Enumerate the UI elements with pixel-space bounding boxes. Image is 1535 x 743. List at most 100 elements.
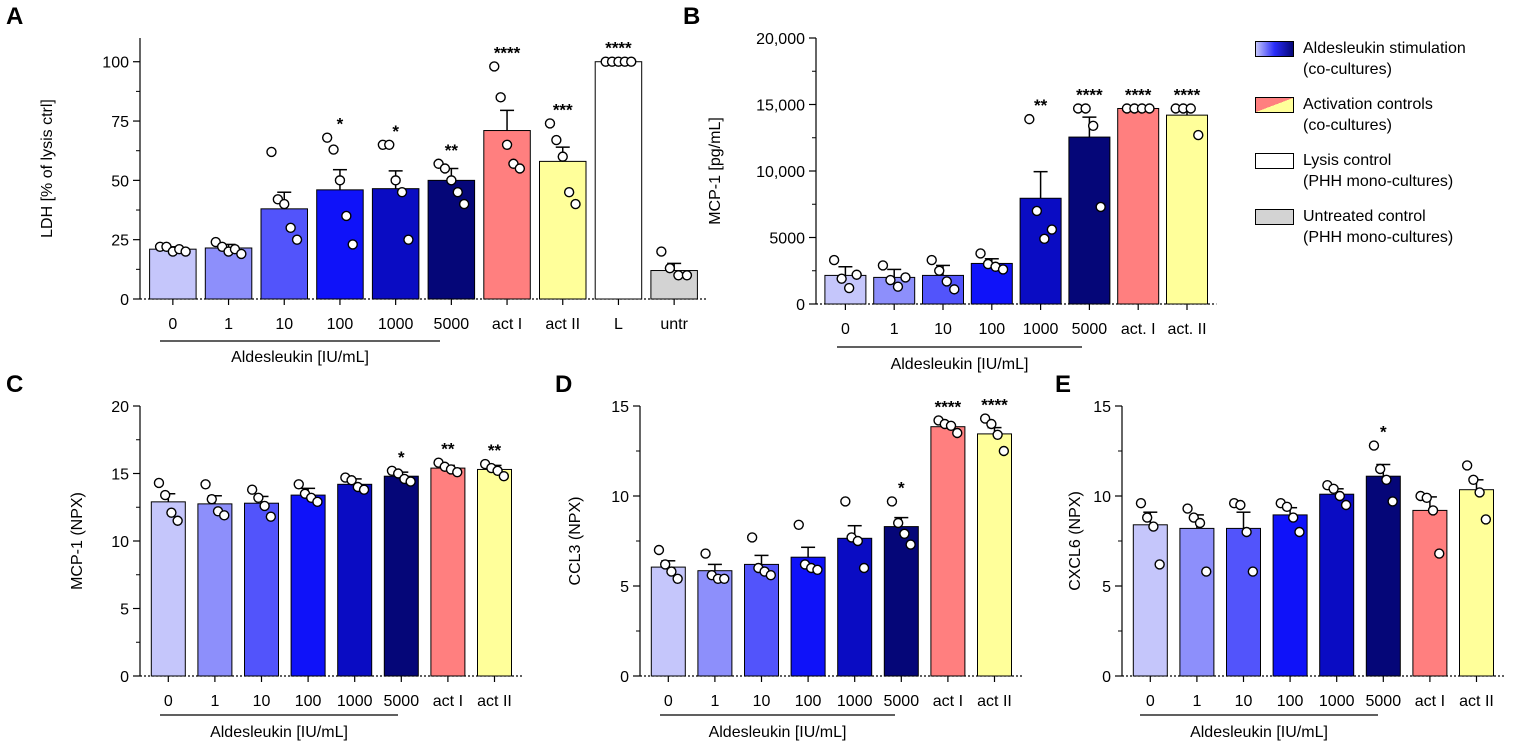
- data-point: [557, 151, 568, 162]
- data-point: [1141, 512, 1153, 523]
- data-point: [949, 284, 960, 295]
- bar: [650, 566, 686, 677]
- data-point: [653, 544, 665, 556]
- x-tick-label: 1: [224, 316, 233, 333]
- significance-label: *: [337, 115, 344, 134]
- bar-group-acti: **** act I: [483, 43, 531, 333]
- bar-group-1000: ** 1000: [1019, 96, 1062, 338]
- legend-item-stimulation: Aldesleukin stimulation (co-cultures): [1255, 38, 1530, 94]
- panel-letter: A: [6, 3, 23, 30]
- x-tick-label: 5000: [434, 316, 470, 333]
- data-point: [334, 175, 346, 186]
- legend-label-activation: Activation controls (co-cultures): [1303, 94, 1433, 136]
- panel-letter: B: [683, 3, 700, 30]
- chart-panel-b: B 0 5000 10,000 15,000 20,000 MCP-1 [pg/mL] 0 1 1…: [683, 3, 1217, 373]
- bar: [427, 179, 476, 300]
- significance-label: **: [1034, 96, 1048, 115]
- data-point: [570, 198, 581, 210]
- data-point: [892, 517, 904, 529]
- data-point: [1046, 224, 1058, 235]
- data-point: [312, 496, 323, 508]
- x-tick-label: 10: [934, 321, 952, 338]
- bar-group-actii: act II: [1459, 460, 1494, 710]
- data-point: [321, 132, 333, 143]
- bar-group-10: 10: [1226, 498, 1261, 710]
- data-point: [681, 270, 693, 281]
- data-point: [828, 254, 840, 266]
- bar: [430, 467, 466, 677]
- x-tick-label: act I: [492, 316, 522, 333]
- data-point: [673, 270, 684, 281]
- bar: [837, 537, 873, 677]
- bar: [244, 502, 279, 677]
- bar-group-0: 0: [1132, 498, 1168, 710]
- x-tick-label: act I: [933, 693, 963, 710]
- x-tick-label: 0: [164, 693, 173, 710]
- legend-swatch-stimulation: [1255, 41, 1294, 57]
- data-point: [1421, 492, 1432, 503]
- data-point: [1154, 559, 1165, 570]
- data-point: [489, 61, 500, 72]
- y-tick-label: 10: [1093, 489, 1111, 506]
- x-tick-label: 0: [168, 316, 177, 333]
- legend-swatch-untreated: [1255, 209, 1294, 225]
- data-point: [1194, 517, 1206, 529]
- significance-label: ****: [1125, 85, 1152, 104]
- bar: [483, 130, 531, 300]
- y-tick-label: 0: [796, 297, 805, 314]
- bar-group-actii: ** act II: [477, 441, 512, 710]
- significance-label: ****: [494, 43, 521, 62]
- data-point: [746, 532, 758, 543]
- data-point: [551, 134, 562, 146]
- y-tick-label: 10: [111, 534, 129, 551]
- bar-group-10: 10: [922, 254, 964, 338]
- data-point: [793, 519, 804, 530]
- x-tick-label: 1000: [1319, 693, 1355, 710]
- data-point: [1374, 463, 1386, 475]
- bar: [150, 501, 186, 677]
- y-axis-label: CXCL6 (NPX): [1067, 491, 1084, 591]
- data-point: [159, 489, 171, 501]
- data-point: [498, 471, 510, 482]
- data-point: [992, 429, 1003, 440]
- bar: [477, 468, 512, 677]
- data-point: [219, 510, 230, 521]
- y-tick-label: 20,000: [756, 31, 805, 48]
- data-point: [1024, 113, 1035, 125]
- x-tick-label: act II: [545, 316, 580, 333]
- x-tick-label: 1000: [837, 693, 873, 710]
- bar: [337, 483, 373, 677]
- data-point: [266, 146, 277, 158]
- bar: [1226, 527, 1261, 677]
- bar: [1412, 509, 1448, 677]
- x-tick-label: act I: [433, 693, 463, 710]
- bar-group-100: 100: [290, 479, 326, 710]
- data-point: [877, 260, 889, 271]
- data-point: [1241, 526, 1252, 538]
- data-point: [664, 262, 676, 274]
- x-tick-label: 1: [890, 321, 899, 338]
- y-tick-label: 5000: [769, 231, 805, 248]
- data-point: [812, 564, 823, 575]
- data-point: [1080, 103, 1091, 114]
- y-tick-label: 0: [120, 669, 129, 686]
- data-point: [396, 187, 408, 198]
- data-point: [1480, 514, 1492, 525]
- data-point: [952, 427, 963, 439]
- x-tick-label: 5000: [384, 693, 420, 710]
- significance-label: *: [1380, 423, 1387, 442]
- significance-label: *: [898, 478, 905, 497]
- legend-swatch-lysis: [1255, 153, 1294, 169]
- data-point: [1288, 512, 1299, 523]
- data-point: [1144, 103, 1155, 114]
- data-point: [843, 282, 855, 294]
- data-point: [1340, 499, 1352, 511]
- bar: [1132, 524, 1168, 677]
- x-tick-label: act II: [477, 693, 512, 710]
- x-tick-label: 1000: [1023, 321, 1059, 338]
- significance-label: ****: [981, 396, 1008, 415]
- data-point: [1468, 474, 1479, 485]
- bar-group-0: 0: [150, 477, 186, 710]
- y-tick-label: 5: [1102, 579, 1111, 596]
- data-point: [1095, 201, 1106, 213]
